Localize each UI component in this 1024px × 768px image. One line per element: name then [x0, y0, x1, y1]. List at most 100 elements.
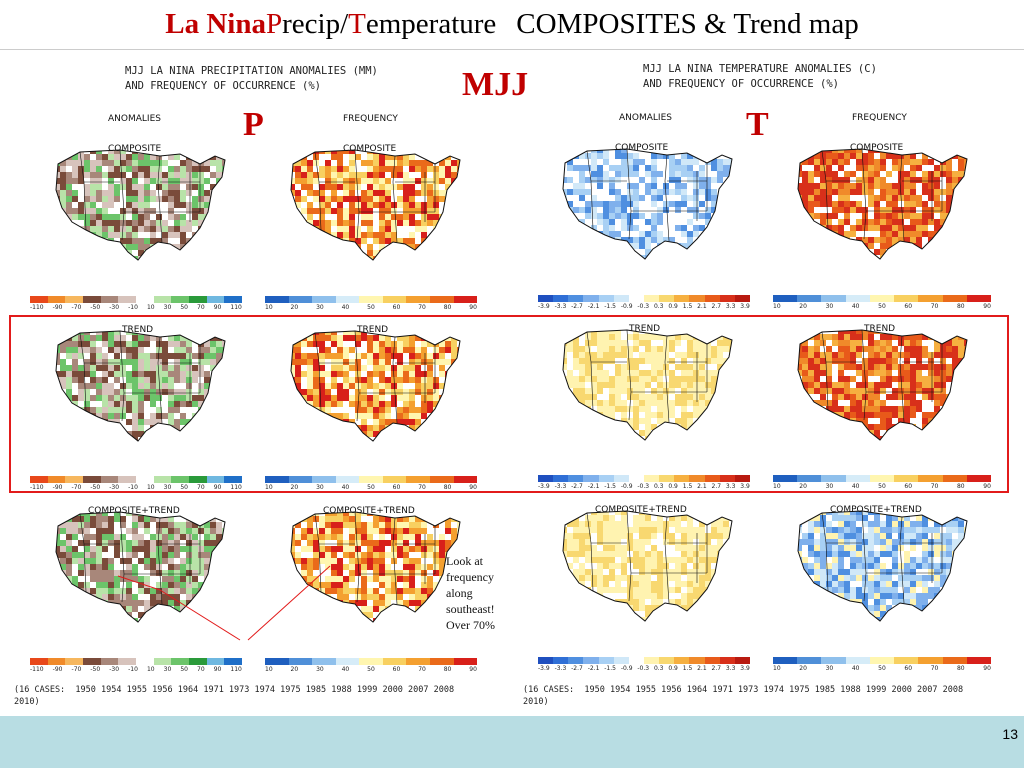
- row-label: COMPOSITE+TREND: [595, 505, 687, 515]
- temp-header: MJJ LA NINA TEMPERATURE ANOMALIES (C) AN…: [643, 63, 877, 90]
- colorbar-tick: 90: [983, 303, 991, 310]
- colorbar-tick: 10: [265, 484, 273, 491]
- colorbar-legend: -110 -90 -70 -50 -30 -10 10 30 50 70 90 110: [30, 658, 243, 674]
- row-label: COMPOSITE+TREND: [323, 506, 415, 516]
- colorbar-tick: 80: [956, 303, 965, 310]
- colorbar-tick: 0.9: [668, 665, 678, 672]
- colorbar-tick: 60: [392, 484, 401, 491]
- colorbar-legend: -3.9 -3.3 -2.7 -2.1 -1.5 -0.9 -0.3 0.3 0.9 1.5 2.1…: [538, 475, 750, 491]
- us-map-composite-trend: [557, 503, 737, 628]
- colorbar-tick: 90: [213, 304, 222, 311]
- colorbar-tick: -50: [90, 304, 101, 311]
- precip-letter: P: [243, 106, 264, 143]
- colorbar-tick: -10: [128, 666, 138, 673]
- colorbar-tick: -2.1: [587, 303, 600, 310]
- col-header-freq-p: FREQUENCY: [343, 114, 398, 124]
- colorbar-tick: -50: [90, 484, 101, 491]
- colorbar-tick: 3.9: [740, 303, 750, 310]
- row-label: COMPOSITE+TREND: [830, 505, 922, 515]
- colorbar-tick: 20: [799, 303, 807, 310]
- colorbar-tick: -2.1: [587, 483, 600, 490]
- colorbar-tick: -3.9: [538, 303, 550, 310]
- colorbar-tick: 70: [197, 666, 205, 673]
- colorbar-tick: 70: [197, 304, 205, 311]
- colorbar-tick: 0.9: [668, 303, 678, 310]
- colorbar-tick: 0.3: [653, 483, 664, 490]
- colorbar-tick: 90: [469, 484, 477, 491]
- precip-header: MJJ LA NINA PRECIPITATION ANOMALIES (MM)…: [125, 65, 378, 92]
- colorbar-tick: 50: [180, 484, 188, 491]
- colorbar-tick: 50: [878, 303, 886, 310]
- colorbar-tick: -0.3: [637, 483, 650, 490]
- colorbar-legend: -110 -90 -70 -50 -30 -10 10 30 50 70 90 110: [30, 476, 243, 492]
- colorbar-tick: 3.9: [740, 665, 750, 672]
- colorbar-tick: 90: [213, 484, 222, 491]
- colorbar-tick: -2.7: [571, 483, 583, 490]
- colorbar-tick: 50: [878, 665, 886, 672]
- colorbar-tick: 20: [799, 483, 807, 490]
- colorbar-legend: 10 20 30 40 50 60 70 80 90: [265, 296, 478, 312]
- colorbar-legend: 10 20 30 40 50 60 70 80 90: [265, 658, 478, 674]
- colorbar-tick: -90: [52, 666, 63, 673]
- colorbar-tick: 70: [930, 483, 939, 490]
- colorbar-tick: -110: [30, 304, 44, 311]
- colorbar-tick: -70: [71, 666, 82, 673]
- colorbar-tick: -3.3: [554, 483, 567, 490]
- row-label: COMPOSITE: [343, 144, 397, 154]
- col-header-anom-t: ANOMALIES: [619, 113, 672, 123]
- colorbar-tick: -10: [128, 484, 138, 491]
- colorbar-tick: 2.1: [697, 665, 707, 672]
- colorbar-tick: -3.3: [554, 665, 567, 672]
- colorbar-legend: 10 20 30 40 50 60 70 80 90: [773, 295, 991, 311]
- colorbar-tick: 70: [930, 303, 939, 310]
- colorbar-tick: 0.9: [668, 483, 678, 490]
- colorbar-tick: -3.9: [538, 665, 550, 672]
- colorbar-tick: 50: [180, 666, 188, 673]
- colorbar-tick: -0.9: [620, 665, 633, 672]
- colorbar-tick: 20: [799, 665, 807, 672]
- colorbar-tick: 20: [290, 484, 299, 491]
- colorbar-tick: -1.5: [604, 483, 616, 490]
- colorbar-tick: 30: [163, 484, 172, 491]
- col-header-freq-t: FREQUENCY: [852, 113, 907, 123]
- us-map-trend: [285, 323, 465, 448]
- colorbar-tick: 10: [773, 303, 781, 310]
- colorbar-tick: 10: [265, 304, 273, 311]
- colorbar-tick: -1.5: [604, 665, 616, 672]
- colorbar-tick: 50: [367, 304, 375, 311]
- colorbar-tick: 2.7: [711, 665, 722, 672]
- colorbar-tick: 10: [146, 666, 155, 673]
- colorbar-tick: -70: [71, 304, 82, 311]
- colorbar-tick: 30: [163, 666, 172, 673]
- colorbar-tick: 10: [773, 665, 781, 672]
- colorbar-tick: -90: [52, 304, 63, 311]
- colorbar-tick: 60: [904, 483, 913, 490]
- colorbar-legend: -110 -90 -70 -50 -30 -10 10 30 50 70 90 110: [30, 296, 243, 312]
- row-label: COMPOSITE: [850, 143, 904, 153]
- colorbar-tick: 40: [341, 484, 350, 491]
- colorbar-tick: 70: [418, 666, 426, 673]
- colorbar-tick: 50: [367, 666, 375, 673]
- colorbar-tick: 2.1: [697, 303, 707, 310]
- colorbar-tick: 10: [146, 484, 155, 491]
- colorbar-tick: -0.9: [620, 303, 633, 310]
- colorbar-tick: 40: [851, 665, 860, 672]
- callout-note: Look at frequency along southeast! Over …: [446, 554, 495, 632]
- colorbar-tick: 110: [230, 666, 242, 673]
- colorbar-tick: 70: [197, 484, 205, 491]
- colorbar-tick: 60: [904, 303, 913, 310]
- colorbar-tick: 2.7: [711, 483, 722, 490]
- colorbar-tick: -30: [109, 666, 120, 673]
- colorbar-tick: 80: [443, 484, 452, 491]
- colorbar-tick: -70: [71, 484, 82, 491]
- colorbar-tick: -2.7: [571, 665, 583, 672]
- us-map-composite: [557, 141, 737, 266]
- colorbar-tick: 50: [367, 484, 375, 491]
- colorbar-tick: -0.9: [620, 483, 633, 490]
- colorbar-tick: -30: [109, 484, 120, 491]
- colorbar-tick: 50: [180, 304, 188, 311]
- colorbar-tick: 30: [316, 304, 324, 311]
- colorbar-tick: 30: [825, 483, 834, 490]
- colorbar-tick: 1.5: [682, 303, 693, 310]
- colorbar-tick: -10: [128, 304, 138, 311]
